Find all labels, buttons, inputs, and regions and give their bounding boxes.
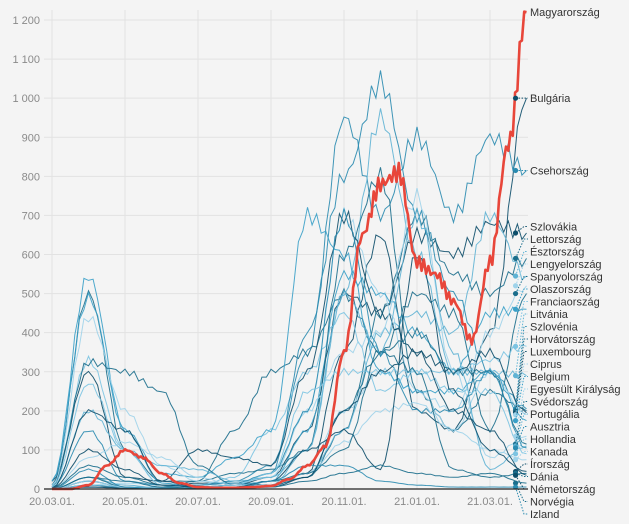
label-leader — [515, 326, 528, 409]
series-line — [51, 350, 527, 489]
y-tick-label: 1 000 — [12, 93, 40, 105]
series-label: Portugália — [530, 409, 580, 421]
y-tick-label: 300 — [22, 367, 40, 379]
x-tick-label: 21.03.01. — [467, 496, 513, 508]
series-label: Ausztria — [530, 422, 571, 434]
label-leader — [515, 413, 528, 447]
series-label: Ciprus — [530, 359, 562, 371]
series-label: Kanada — [530, 447, 569, 459]
label-leader — [515, 451, 528, 461]
series-lines — [51, 70, 527, 490]
label-leader — [515, 401, 528, 445]
label-leader — [515, 486, 528, 515]
series-label: Luxembourg — [530, 347, 591, 359]
x-tick-label: 20.07.01. — [175, 496, 221, 508]
series-label: Spanyolország — [530, 272, 603, 284]
series-line — [51, 70, 527, 490]
highlight-series: Magyarország — [52, 7, 600, 491]
series-line — [51, 209, 527, 482]
series-label: Németország — [530, 484, 595, 496]
series-label: Horvátország — [530, 334, 595, 346]
series-label: Franciaország — [530, 297, 600, 309]
series-label: Belgium — [530, 372, 570, 384]
label-leader — [515, 463, 528, 472]
x-tick-label: 20.03.01. — [29, 496, 75, 508]
series-label: Litvánia — [530, 309, 569, 321]
x-tick-label: 20.11.01. — [321, 496, 366, 508]
label-leader — [515, 338, 528, 411]
y-tick-label: 700 — [22, 210, 40, 222]
highlight-line — [52, 10, 527, 491]
series-label: Olaszország — [530, 284, 591, 296]
y-tick-label: 200 — [22, 406, 40, 418]
series-label: Egyesült Királyság — [530, 384, 621, 396]
y-tick-label: 100 — [22, 445, 40, 457]
label-leader — [515, 288, 528, 310]
series-label: Észtország — [530, 246, 584, 259]
series-label: Lettország — [530, 234, 581, 246]
series-label: Bulgária — [530, 93, 571, 105]
series-label: Szlovénia — [530, 322, 579, 334]
series-line — [51, 207, 527, 482]
series-label: Norvégia — [530, 497, 575, 509]
series-line — [51, 326, 527, 488]
series-label: Izland — [530, 509, 559, 519]
y-tick-label: 500 — [22, 289, 40, 301]
series-line — [51, 347, 527, 489]
grid — [44, 10, 528, 490]
series-label: Svédország — [530, 397, 588, 409]
y-tick-label: 0 — [34, 484, 40, 496]
x-axis-ticks: 20.03.01. 20.05.01. 20.07.01. 20.09.01. 20.1… — [29, 496, 513, 508]
label-leader — [515, 226, 528, 234]
y-tick-label: 600 — [22, 250, 40, 262]
label-leader — [515, 363, 528, 415]
y-tick-label: 900 — [22, 132, 40, 144]
series-line — [51, 464, 527, 490]
label-leader — [515, 276, 528, 294]
y-tick-label: 1 100 — [12, 54, 40, 66]
series-label: Írország — [530, 458, 570, 471]
series-label: Szlovákia — [530, 222, 578, 234]
series-label: Csehország — [530, 165, 589, 177]
series-labels: Bulgária Csehország SzlovákiaLettországÉsz… — [512, 93, 621, 521]
series-line — [51, 464, 527, 490]
series-label: Dánia — [530, 472, 560, 484]
y-axis-ticks: 0 100 200 300 400 500 600 700 800 900 1 000 1 100 1 … — [12, 15, 40, 496]
x-tick-label: 21.01.01. — [394, 496, 440, 508]
x-tick-label: 20.09.01. — [248, 496, 294, 508]
y-tick-label: 1 200 — [12, 15, 40, 27]
series-label: Hollandia — [530, 434, 577, 446]
x-tick-label: 20.05.01. — [102, 496, 148, 508]
label-leader — [515, 301, 528, 347]
series-label: Lengyelország — [530, 259, 602, 271]
label-leader — [515, 238, 528, 259]
label-leader — [515, 472, 528, 477]
highlight-label: Magyarország — [530, 7, 600, 19]
label-leader — [515, 388, 528, 437]
series-line — [51, 257, 527, 489]
y-tick-label: 400 — [22, 328, 40, 340]
y-tick-label: 800 — [22, 171, 40, 183]
